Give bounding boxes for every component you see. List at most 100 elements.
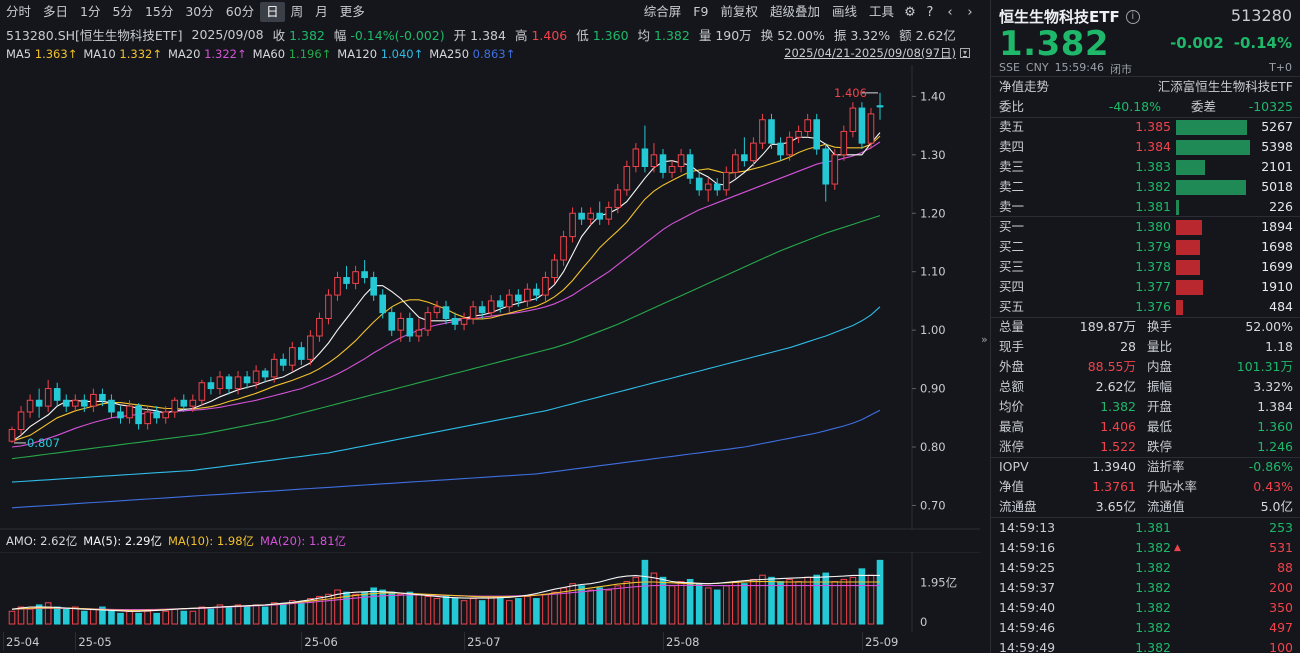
stat-label: 溢折率 [1147, 459, 1185, 474]
level-price[interactable]: 1.381 [1135, 199, 1171, 214]
stat-value: 3.65亿 [1095, 499, 1136, 514]
price-tick-label: 1.30 [920, 148, 946, 162]
candle-body [288, 347, 296, 366]
date-tick-1: 25-05 [78, 635, 112, 649]
volume-bar [578, 585, 585, 625]
volume-bar [487, 595, 495, 625]
ask-volume-bar [1176, 160, 1205, 175]
stat-row: IOPV 1.3940 溢折率 -0.86% [991, 457, 1300, 477]
price-tick-label: 1.20 [920, 206, 946, 220]
weibi-value: -40.18% [1108, 99, 1161, 114]
volume-bar [99, 606, 106, 625]
level-price[interactable]: 1.382 [1135, 179, 1171, 194]
toolbar-item-0[interactable]: 综合屏 [643, 4, 682, 19]
level-price[interactable]: 1.383 [1135, 159, 1171, 174]
period-tab-4[interactable]: 15分 [144, 4, 174, 19]
next-icon[interactable]: › [967, 4, 973, 20]
stat-label: 均价 [999, 399, 1025, 414]
level-price[interactable]: 1.385 [1135, 119, 1171, 134]
ask-bid-divider [991, 216, 1300, 217]
candle-body [695, 177, 703, 191]
volume-bar [198, 606, 206, 625]
amo-legend-row: AMO: 2.62亿 MA(5): 2.29亿 MA(10): 1.98亿 MA… [6, 533, 346, 549]
ma20-line [11, 141, 881, 448]
period-tab-1[interactable]: 多日 [43, 4, 69, 19]
tick-row[interactable]: 14:59:49 1.382 100 [991, 638, 1300, 653]
volume-bar [858, 568, 866, 625]
candle-body [750, 142, 757, 162]
candle-body [135, 405, 142, 425]
period-tab-5[interactable]: 30分 [185, 4, 214, 19]
stat-row: 现手 28 量比 1.18 [991, 337, 1300, 357]
collapse-panel-icon[interactable]: » [981, 333, 988, 346]
gear-icon[interactable]: ⚙ [904, 4, 916, 20]
level-volume: 1699 [1261, 259, 1293, 274]
period-tab-6[interactable]: 60分 [225, 4, 255, 19]
ma120-line [11, 306, 881, 483]
amo-ma10: MA(10): 1.98亿 [168, 534, 255, 548]
stat-value: 2.62亿 [1095, 379, 1136, 394]
tick-row[interactable]: 14:59:37 1.382 200 [991, 578, 1300, 598]
stat-value: 3.32% [1253, 379, 1293, 394]
toolbar-item-5[interactable]: 工具 [868, 4, 894, 19]
volume-bar [307, 598, 314, 625]
volume-bar [713, 589, 721, 625]
stat-value: 101.31万 [1236, 359, 1293, 374]
info-icon[interactable]: i [1125, 9, 1140, 24]
period-tab-10[interactable]: 更多 [339, 4, 365, 19]
amo-ma20: MA(20): 1.81亿 [260, 534, 347, 548]
nav-trend-row[interactable]: 净值走势 汇添富恒生生物科技ETF [991, 77, 1300, 97]
candle-body [732, 154, 739, 173]
level-price[interactable]: 1.378 [1135, 259, 1171, 274]
volume-bar [623, 581, 631, 625]
volume-bar [35, 604, 43, 625]
stat-value: 28 [1120, 339, 1136, 354]
tick-row[interactable]: 14:59:13 1.381 253 [991, 518, 1300, 538]
candlestick-chart[interactable]: 1.40 1.30 1.20 1.10 1.00 0.90 0.80 0.70 1.406 0.8… [0, 65, 980, 530]
help-icon[interactable]: ? [926, 4, 934, 20]
level-label: 买四 [999, 279, 1025, 294]
toolbar-item-4[interactable]: 画线 [831, 4, 857, 19]
period-tab-3[interactable]: 5分 [112, 4, 133, 19]
candle-body [460, 317, 468, 325]
volume-bar [677, 581, 685, 625]
tick-volume: 497 [1269, 620, 1293, 635]
date-range-selector[interactable]: 2025/04/21-2025/09/08(97日) ▾ [784, 45, 970, 61]
tick-row[interactable]: 14:59:16 1.382 ▲ 531 [991, 538, 1300, 558]
prev-icon[interactable]: ‹ [947, 4, 953, 20]
tick-row[interactable]: 14:59:46 1.382 497 [991, 618, 1300, 638]
level-price[interactable]: 1.380 [1135, 219, 1171, 234]
toolbar-item-1[interactable]: F9 [693, 4, 709, 19]
nav-fund-name: 汇添富恒生生物科技ETF [1157, 79, 1293, 94]
tick-row[interactable]: 14:59:40 1.382 350 [991, 598, 1300, 618]
candle-body [343, 277, 350, 284]
period-tab-9[interactable]: 月 [315, 4, 328, 19]
period-tab-8[interactable]: 周 [290, 4, 304, 19]
volume-bar [243, 606, 251, 625]
period-tab-2[interactable]: 1分 [80, 4, 101, 19]
volume-bar [442, 595, 450, 625]
period-tab-0[interactable]: 分时 [6, 4, 32, 19]
period-tab-7[interactable]: 日 [260, 2, 285, 22]
level-price[interactable]: 1.379 [1135, 239, 1171, 254]
tick-volume: 88 [1277, 560, 1293, 575]
toolbar-item-3[interactable]: 超级叠加 [769, 4, 820, 19]
level-price[interactable]: 1.384 [1135, 139, 1171, 154]
candle-body [487, 300, 495, 314]
tick-row[interactable]: 14:59:25 1.382 88 [991, 558, 1300, 578]
date-tick-0: 25-04 [6, 635, 40, 649]
toolbar-item-2[interactable]: 前复权 [720, 4, 758, 19]
security-name: 恒生生物科技ETF i [999, 6, 1140, 27]
level-price[interactable]: 1.377 [1135, 279, 1171, 294]
candle-body [81, 399, 88, 407]
candle-body [442, 306, 450, 319]
tick-price: 1.382 [1135, 560, 1171, 575]
high-value: 1.406 [531, 27, 568, 43]
level-price[interactable]: 1.376 [1135, 299, 1171, 314]
volume-bar [632, 576, 640, 625]
candle-body [361, 271, 368, 279]
candle-body [307, 335, 314, 360]
candle-body [415, 329, 423, 337]
stat-value: 5.0亿 [1260, 499, 1293, 514]
volume-chart[interactable]: 1.95亿 0 [0, 552, 980, 632]
